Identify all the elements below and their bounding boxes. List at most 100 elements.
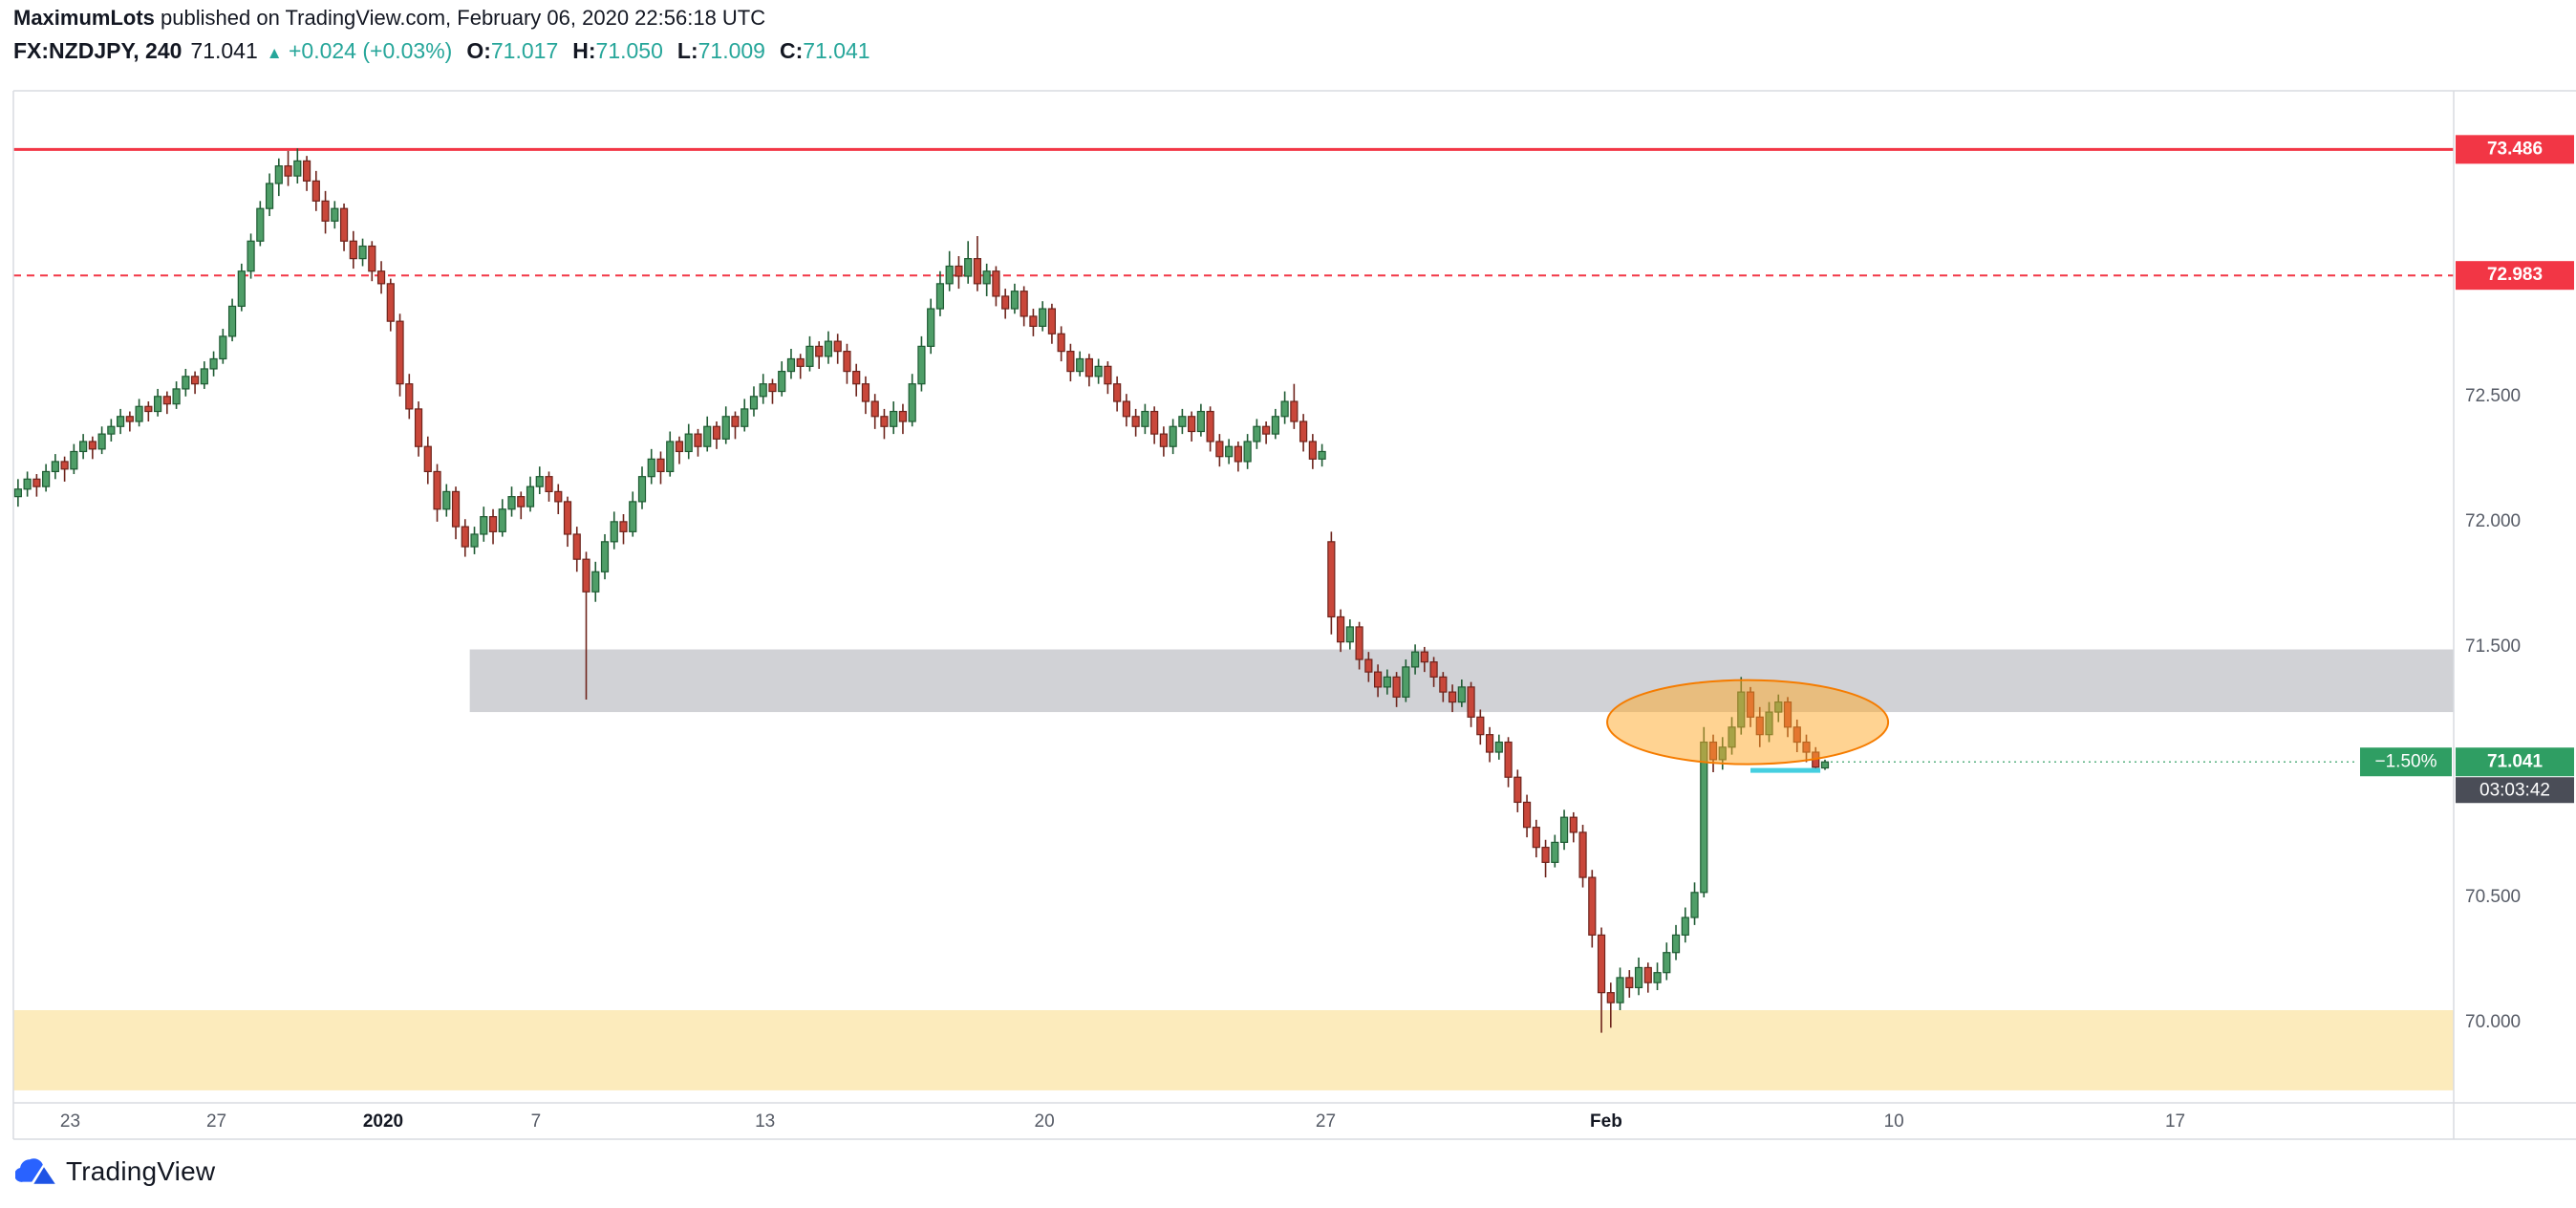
candle-body	[423, 445, 432, 473]
candle-body	[572, 533, 581, 560]
time-tick-label: 7	[531, 1111, 542, 1132]
candle-body	[768, 383, 777, 393]
high-label: H:	[572, 38, 596, 63]
time-tick-label: 17	[2165, 1111, 2185, 1132]
candle-body	[107, 425, 116, 435]
candle-body	[815, 345, 824, 357]
candle-body	[153, 396, 162, 413]
candle-body	[973, 258, 982, 285]
symbol-title[interactable]: FX:NZDJPY, 240	[13, 38, 182, 63]
up-arrow-icon: ▲	[266, 44, 283, 62]
price-change: ▲ +0.024 (+0.03%)	[267, 38, 453, 64]
candle-body	[1671, 934, 1681, 954]
candle-body	[97, 433, 106, 450]
candle-body	[1532, 827, 1540, 849]
close-label: C:	[779, 38, 804, 63]
candle-body	[824, 340, 833, 357]
candle-body	[1253, 425, 1261, 442]
candle-body	[42, 470, 51, 487]
time-tick-label: 2020	[363, 1111, 403, 1132]
price-tick-label: 71.500	[2465, 636, 2521, 657]
candlestick-series[interactable]	[13, 148, 1830, 1033]
candle-body	[1681, 917, 1689, 936]
candle-body	[1243, 441, 1252, 463]
candle-body	[629, 501, 637, 532]
candle-body	[619, 521, 628, 532]
time-axis[interactable]: 23 27 2020 7 13 20 27 Feb 10 17	[60, 1111, 2185, 1132]
price-axis[interactable]: 72.500 72.000 71.500 70.500 70.000 73.486 72.9…	[2456, 135, 2574, 1032]
highlight-ellipse[interactable]	[1606, 679, 1890, 766]
candle-body	[396, 320, 404, 385]
candle-body	[1066, 351, 1075, 373]
candle-body	[1476, 716, 1485, 736]
time-tick-label: 23	[60, 1111, 80, 1132]
candle-body	[1020, 291, 1028, 317]
candle-body	[637, 476, 647, 503]
candle-body	[1234, 445, 1242, 463]
candle-body	[1504, 741, 1513, 778]
candle-body	[1262, 425, 1271, 435]
countdown-label: 03:03:42	[2456, 777, 2574, 804]
candle-body	[88, 441, 97, 450]
candle-body	[1280, 400, 1289, 418]
low-label: L:	[676, 38, 698, 63]
candle-body	[51, 461, 59, 473]
candle-body	[321, 200, 330, 222]
candle-body	[955, 265, 963, 277]
demand-zone[interactable]	[13, 1010, 2454, 1090]
candle-body	[517, 496, 526, 507]
candle-body	[1634, 966, 1643, 989]
price-tick-label: 72.500	[2465, 386, 2521, 406]
candle-body	[311, 180, 320, 202]
candle-body	[1010, 291, 1020, 310]
candle-body	[656, 458, 665, 473]
candle-body	[470, 533, 479, 548]
candle-body	[545, 476, 553, 493]
candle-body	[1653, 972, 1662, 983]
ohlc-close: C:71.041	[774, 38, 870, 64]
candle-body	[237, 270, 246, 308]
candle-body	[1150, 410, 1159, 435]
candle-body	[917, 345, 926, 385]
candle-body	[1559, 816, 1569, 843]
candle-body	[172, 388, 181, 405]
candle-body	[162, 396, 171, 405]
candle-body	[227, 305, 237, 337]
candle-body	[805, 345, 814, 367]
candle-body	[1420, 651, 1428, 663]
time-tick-label: Feb	[1590, 1111, 1622, 1132]
candle-body	[741, 408, 749, 427]
footer-brand[interactable]: TradingView	[15, 1156, 215, 1187]
candle-body	[386, 283, 395, 322]
candle-body	[749, 396, 759, 410]
candle-body	[1039, 308, 1047, 328]
candle-body	[1383, 676, 1391, 688]
candle-body	[582, 558, 590, 593]
time-tick-label: 20	[1035, 1111, 1055, 1132]
candle-body	[1327, 541, 1336, 618]
candle-body	[563, 501, 572, 535]
candle-body	[368, 245, 376, 272]
candle-body	[1299, 421, 1308, 442]
candle-body	[1225, 445, 1234, 458]
time-tick-label: 27	[206, 1111, 226, 1132]
candle-body	[861, 383, 870, 402]
candle-body	[1429, 661, 1438, 678]
candle-body	[610, 521, 618, 543]
time-tick-label: 27	[1316, 1111, 1336, 1132]
countdown-text: 03:03:42	[2479, 780, 2550, 800]
candle-body	[219, 335, 227, 360]
chart-borders	[12, 90, 2576, 1140]
candle-body	[144, 405, 153, 413]
candle-body	[1578, 831, 1587, 878]
candle-body	[647, 458, 655, 478]
candle-body	[274, 165, 283, 184]
candle-body	[1513, 776, 1522, 804]
level-price-label: 73.486	[2456, 135, 2574, 164]
time-tick-label: 13	[755, 1111, 775, 1132]
candle-body	[852, 370, 861, 385]
candle-body	[117, 416, 125, 427]
last-price-value: 71.041	[190, 38, 258, 63]
candle-body	[13, 488, 22, 498]
